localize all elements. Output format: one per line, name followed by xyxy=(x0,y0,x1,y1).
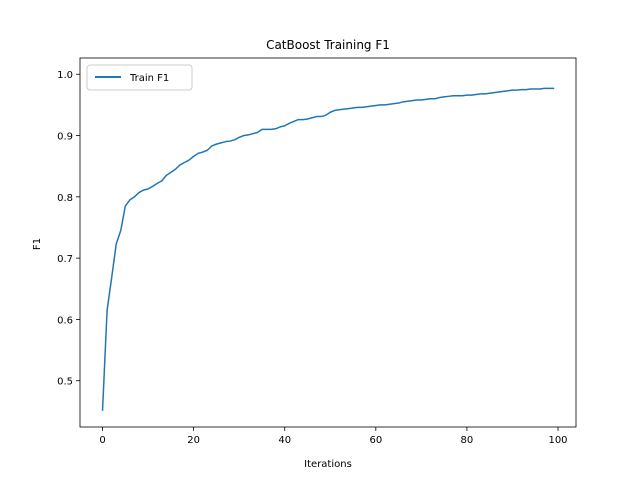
legend-box xyxy=(86,64,193,91)
y-tick-label: 0.7 xyxy=(57,254,73,265)
y-tick-label: 1.0 xyxy=(57,70,73,81)
plot-area xyxy=(101,87,555,411)
x-tick-label: 80 xyxy=(461,435,474,446)
x-tick-label: 0 xyxy=(99,435,105,446)
y-axis-label: F1 xyxy=(32,238,43,250)
x-tick-label: 20 xyxy=(187,435,200,446)
chart-title: CatBoost Training F1 xyxy=(266,38,390,52)
x-tick-label: 40 xyxy=(278,435,291,446)
x-tick-label: 100 xyxy=(548,435,567,446)
legend: Train F1 xyxy=(86,64,193,91)
x-tick-label: 60 xyxy=(369,435,382,446)
legend-label-train-f1: Train F1 xyxy=(129,73,169,84)
x-axis-label: Iterations xyxy=(304,459,352,470)
axes-frame xyxy=(79,57,577,428)
series-line-train-f1 xyxy=(101,87,555,411)
y-tick-label: 0.6 xyxy=(57,315,73,326)
axes: 0 20 40 60 80 100 0.5 0.6 0.7 0.8 0.9 1.0 xyxy=(57,57,577,446)
y-tick-label: 0.5 xyxy=(57,377,73,388)
y-tick-label: 0.9 xyxy=(57,132,73,143)
y-tick-label: 0.8 xyxy=(57,193,73,204)
